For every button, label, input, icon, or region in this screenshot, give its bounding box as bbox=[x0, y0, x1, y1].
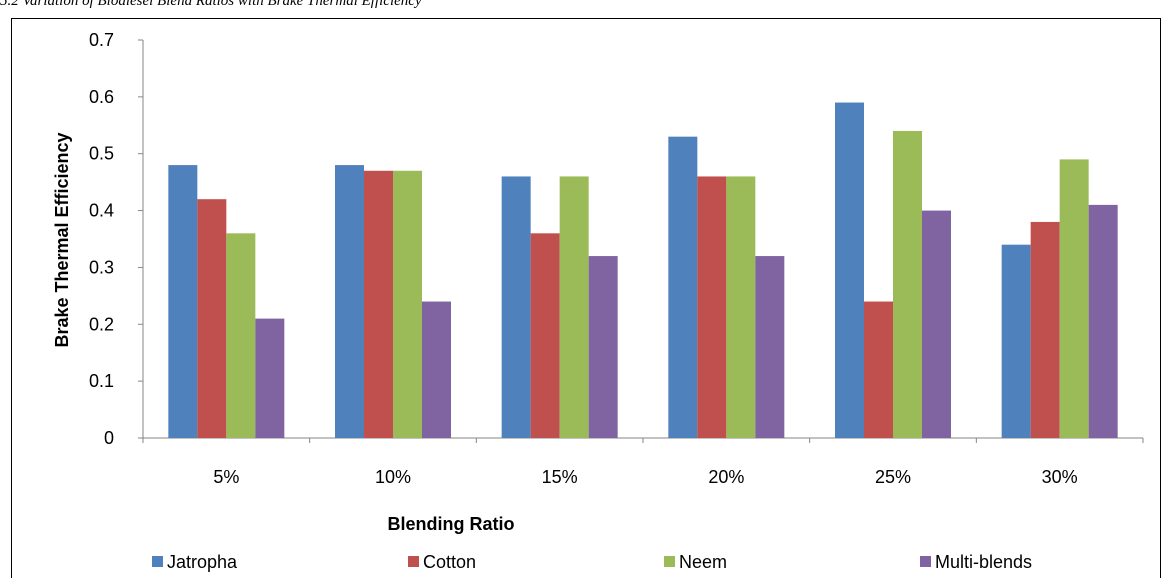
bar-neem-20pct bbox=[726, 176, 756, 438]
bar-neem-25pct bbox=[893, 130, 922, 438]
bar-neem-5pct bbox=[226, 233, 256, 438]
bar-cotton-5pct bbox=[197, 199, 227, 438]
bar-neem-30pct bbox=[1059, 159, 1089, 438]
bar-neem-15pct bbox=[559, 176, 589, 438]
legend-label: Cotton bbox=[423, 552, 476, 572]
y-axis-label: Brake Thermal Efficiency bbox=[52, 132, 72, 347]
y-tick-label: 0.1 bbox=[89, 371, 114, 391]
bar-jatropha-30pct bbox=[1001, 244, 1031, 438]
bar-jatropha-5pct bbox=[168, 165, 198, 439]
legend-label: Neem bbox=[679, 552, 727, 572]
legend-swatch bbox=[664, 556, 675, 567]
bar-cotton-20pct bbox=[697, 176, 727, 438]
y-tick-label: 0.5 bbox=[89, 144, 114, 164]
legend-swatch bbox=[920, 556, 931, 567]
y-tick-label: 0.7 bbox=[89, 30, 114, 50]
x-tick-label: 10% bbox=[375, 467, 411, 487]
bar-cotton-30pct bbox=[1030, 221, 1060, 438]
bar-jatropha-10pct bbox=[335, 165, 364, 439]
bar-cotton-10pct bbox=[364, 170, 393, 438]
chart-frame bbox=[11, 18, 1161, 578]
legend-swatch bbox=[152, 556, 163, 567]
x-axis-label: Blending Ratio bbox=[388, 514, 515, 534]
bar-jatropha-25pct bbox=[835, 102, 864, 439]
x-tick-label: 5% bbox=[213, 467, 239, 487]
y-tick-label: 0.2 bbox=[89, 314, 114, 334]
legend: Jatropha Cotton Neem Multi-blends bbox=[152, 552, 1032, 572]
bar-multi-blends-5pct bbox=[255, 318, 285, 438]
x-axis: 5% 10% 15% 20% 25% 30% bbox=[142, 437, 1144, 487]
bars bbox=[168, 102, 1118, 439]
bar-jatropha-20pct bbox=[668, 136, 698, 438]
bar-neem-10pct bbox=[393, 170, 422, 438]
legend-label: Multi-blends bbox=[935, 552, 1032, 572]
x-tick-label: 15% bbox=[542, 467, 578, 487]
y-tick-label: 0.6 bbox=[89, 87, 114, 107]
bar-jatropha-15pct bbox=[501, 176, 531, 438]
y-tick-label: 0.4 bbox=[89, 201, 114, 221]
bar-cotton-25pct bbox=[864, 301, 893, 438]
legend-label: Jatropha bbox=[167, 552, 238, 572]
y-axis: 0 0.1 0.2 0.3 0.4 0.5 0.6 0.7 bbox=[89, 30, 144, 448]
bar-multi-blends-20pct bbox=[755, 256, 785, 438]
x-tick-label: 25% bbox=[875, 467, 911, 487]
bar-cotton-15pct bbox=[530, 233, 560, 438]
x-tick-label: 20% bbox=[708, 467, 744, 487]
bar-multi-blends-10pct bbox=[422, 301, 451, 438]
figure-caption: 5.2 Variation of Biodiesel Blend Ratios … bbox=[0, 0, 422, 9]
legend-swatch bbox=[408, 556, 419, 567]
bar-multi-blends-30pct bbox=[1088, 204, 1118, 438]
bar-multi-blends-15pct bbox=[588, 256, 618, 438]
y-tick-label: 0 bbox=[104, 428, 114, 448]
bar-multi-blends-25pct bbox=[922, 210, 951, 438]
x-tick-label: 30% bbox=[1042, 467, 1078, 487]
y-tick-label: 0.3 bbox=[89, 257, 114, 277]
